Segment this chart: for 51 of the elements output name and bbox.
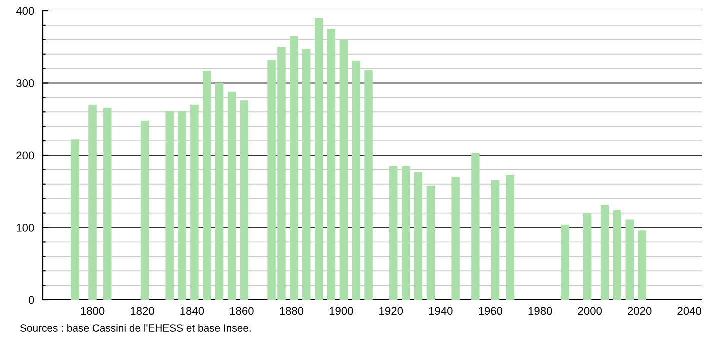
y-tick-label: 0 [28,296,34,304]
bar [452,177,460,300]
x-tick-label: 1880 [280,307,304,316]
bar [472,153,480,300]
bar [290,36,298,300]
bar [190,104,199,300]
bar [340,40,348,300]
x-tick-label: 1940 [429,307,453,316]
bar [302,49,311,300]
bar [88,104,97,300]
bar [104,108,112,300]
bar [638,230,646,300]
bar [228,92,236,300]
bar [352,60,360,300]
bar [140,120,150,300]
bar [390,166,398,300]
y-tick-label: 100 [16,224,34,232]
bar [600,205,610,300]
bar [240,100,249,300]
y-tick-label: 400 [16,7,34,16]
bar [402,166,410,300]
x-tick-label: 1800 [81,307,105,316]
x-tick-label: 2020 [628,307,652,316]
bar [584,213,592,300]
x-tick-label: 1980 [528,307,552,316]
x-tick-label: 1820 [130,307,154,316]
bar [561,224,570,300]
bar [414,172,423,300]
x-tick-label: 1960 [479,307,503,316]
x-tick-label: 2000 [578,307,602,316]
bar [327,29,336,300]
bar [203,70,212,300]
source-note: Sources : base Cassini de l'EHESS et base Insee. [20,324,251,332]
y-tick-label: 200 [16,152,34,160]
bar [215,83,224,300]
bar [613,210,622,300]
x-tick-label: 1840 [180,307,204,316]
x-tick-label: 1900 [330,307,354,316]
bar [626,220,634,300]
bar [314,18,324,300]
bar [166,111,174,300]
x-tick-label: 1860 [230,307,254,316]
bar [491,180,500,300]
bar [506,175,515,300]
bar [426,186,436,300]
x-tick-label: 1920 [380,307,404,316]
y-tick-label: 300 [16,80,34,88]
bar [364,70,373,300]
x-tick-label: 2040 [678,307,702,316]
bar [178,111,186,300]
bar [71,140,80,300]
